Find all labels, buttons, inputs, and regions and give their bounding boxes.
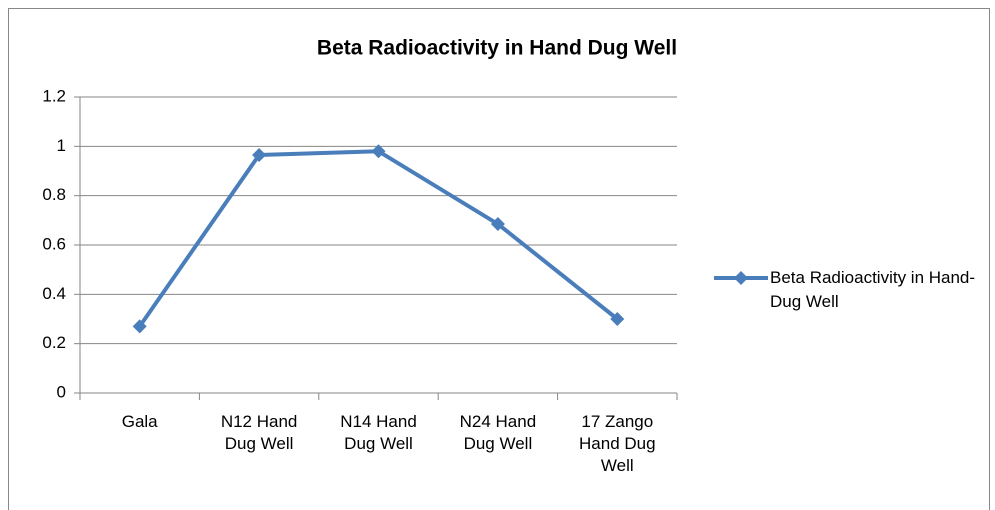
y-tick-label: 1.2 (42, 86, 66, 105)
y-tick-label: 0.6 (42, 234, 66, 253)
legend-label: Beta Radioactivity in Hand-Dug Well (770, 268, 976, 311)
point-marker (490, 217, 505, 232)
point-marker (610, 312, 625, 326)
point-marker (132, 319, 147, 334)
series-line (138, 149, 619, 328)
x-tick-label: 17 Zango Hand Dug Well (579, 412, 656, 475)
x-tick-label: N12 Hand Dug Well (220, 412, 298, 453)
point-marker (371, 144, 386, 159)
point-marker (252, 147, 267, 162)
x-tick-label: N14 Hand Dug Well (340, 412, 417, 453)
y-tick-label: 0.4 (42, 284, 66, 303)
chart-title: Beta Radioactivity in Hand Dug Well (317, 37, 677, 60)
x-tick-label: N24 Hand Dug Well (459, 412, 537, 453)
y-tick-label: 0 (57, 382, 66, 401)
chart-border (8, 8, 990, 510)
legend-marker (734, 271, 748, 285)
x-tick-label: Gala (121, 412, 158, 431)
y-tick-label: 0.8 (42, 185, 66, 204)
y-tick-label: 1 (57, 136, 66, 155)
y-tick-label: 0.2 (42, 333, 66, 352)
